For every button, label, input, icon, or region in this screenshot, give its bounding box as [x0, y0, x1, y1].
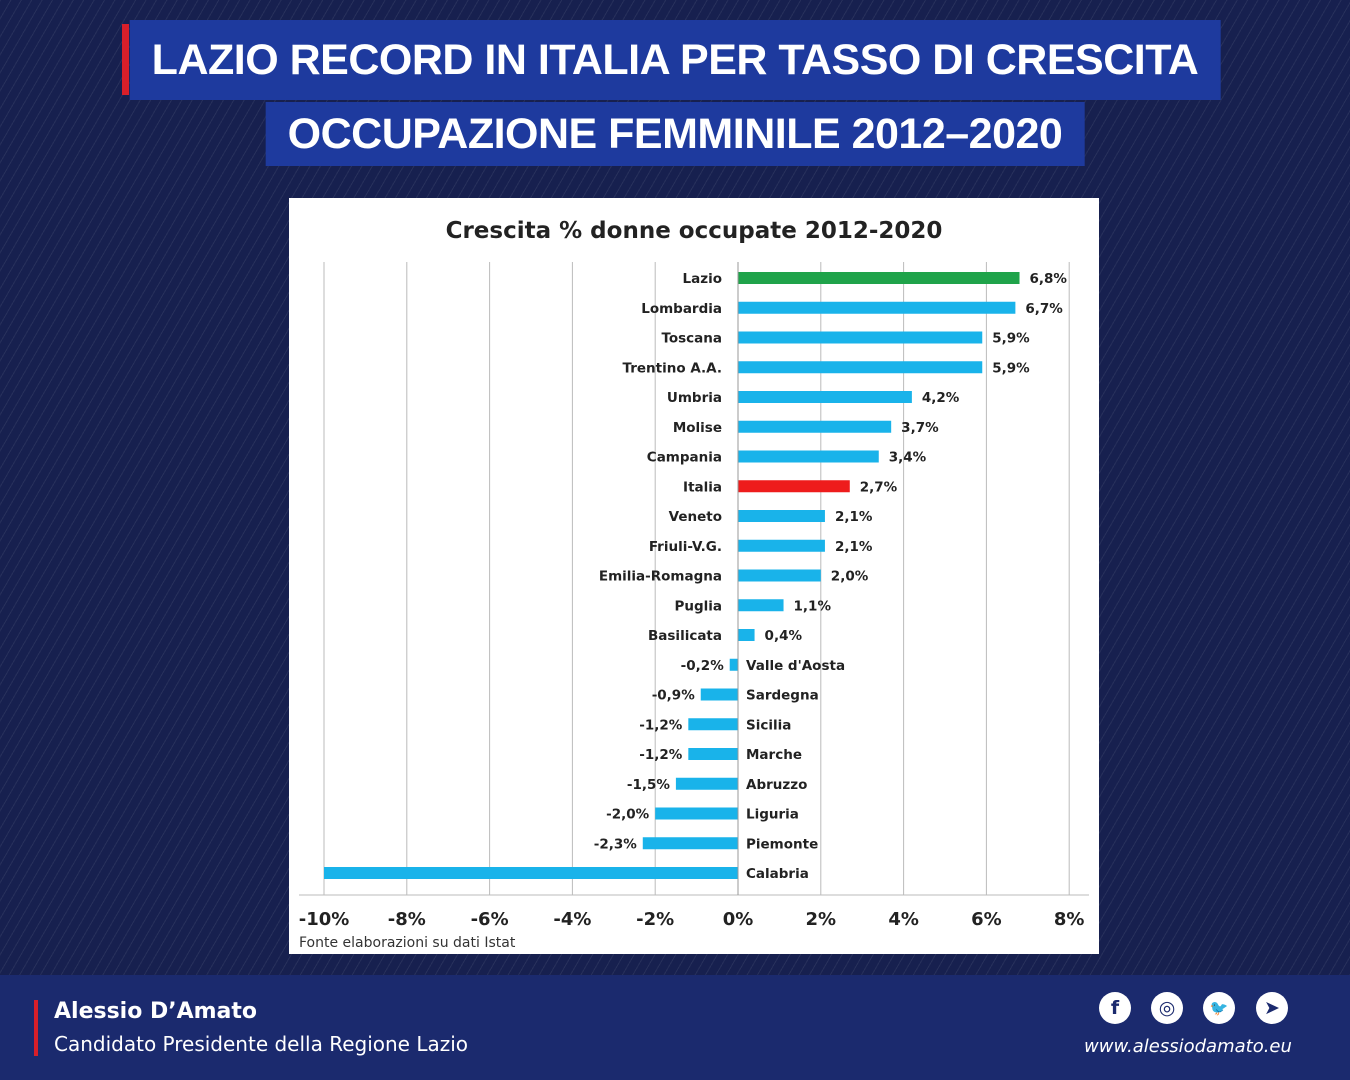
data-label: 1,1%	[794, 598, 832, 614]
category-label: Liguria	[746, 807, 799, 823]
x-tick-label: -2%	[636, 909, 674, 930]
bar-veneto	[738, 510, 825, 522]
category-label: Veneto	[669, 509, 722, 525]
category-label: Campania	[647, 450, 722, 466]
bar-toscana	[738, 331, 983, 344]
data-label: 6,8%	[1030, 271, 1068, 287]
bar-trentino-a-a-	[738, 361, 983, 374]
bar-umbria	[738, 391, 912, 403]
bar-liguria	[655, 807, 738, 820]
data-label: 5,9%	[992, 331, 1030, 347]
title-line-1: LAZIO RECORD IN ITALIA PER TASSO DI CRES…	[129, 20, 1221, 100]
facebook-icon[interactable]: f	[1099, 992, 1131, 1024]
category-label: Emilia-Romagna	[599, 569, 722, 585]
category-label: Calabria	[746, 866, 809, 882]
category-label: Sardegna	[746, 688, 819, 704]
data-label: 2,1%	[835, 539, 873, 555]
title-line-2: OCCUPAZIONE FEMMINILE 2012–2020	[265, 102, 1085, 166]
data-label: 3,4%	[889, 450, 927, 466]
bar-calabria	[324, 867, 738, 879]
category-label: Lombardia	[641, 301, 722, 317]
category-label: Puglia	[674, 598, 722, 614]
x-tick-label: 2%	[806, 909, 837, 930]
category-label: Italia	[683, 479, 722, 495]
instagram-icon[interactable]: ◎	[1151, 992, 1183, 1024]
telegram-icon[interactable]: ➤	[1256, 992, 1288, 1024]
category-label: Toscana	[661, 331, 722, 347]
chart: Crescita % donne occupate 2012-2020 -10% -…	[289, 198, 1099, 954]
data-label: 6,7%	[1025, 301, 1063, 317]
bar-sicilia	[688, 718, 738, 731]
data-label: 2,7%	[860, 479, 898, 495]
bar-campania	[738, 450, 879, 463]
category-label: Valle d'Aosta	[746, 658, 845, 674]
category-label: Piemonte	[746, 836, 818, 852]
twitter-icon[interactable]: 🐦	[1203, 992, 1235, 1024]
data-label: -0,2%	[681, 658, 725, 674]
bar-basilicata	[738, 629, 755, 641]
data-label: -1,2%	[639, 747, 683, 763]
data-label: -1,2%	[639, 717, 683, 733]
footer-accent	[34, 1000, 38, 1056]
x-tick-label: 0%	[723, 909, 754, 930]
category-label: Trentino A.A.	[623, 360, 722, 376]
bar-emilia-romagna	[738, 569, 821, 582]
bar-friuli-v-g-	[738, 539, 825, 552]
chart-title: Crescita % donne occupate 2012-2020	[446, 218, 943, 244]
x-tick-label: -4%	[553, 909, 591, 930]
data-label: -2,0%	[606, 807, 650, 823]
category-label: Friuli-V.G.	[649, 539, 722, 555]
title-accent	[122, 24, 129, 95]
bar-abruzzo	[675, 777, 738, 790]
category-label: Molise	[673, 420, 722, 436]
data-label: -1,5%	[627, 777, 671, 793]
category-label: Marche	[746, 747, 802, 763]
x-tick-label: 6%	[971, 909, 1002, 930]
x-tick-label: -8%	[388, 909, 426, 930]
data-label: 5,9%	[992, 360, 1030, 376]
x-tick-label: 4%	[888, 909, 919, 930]
x-tick-label: -6%	[471, 909, 509, 930]
bar-piemonte	[642, 837, 738, 850]
bar-puglia	[738, 599, 784, 612]
bar-italia	[738, 480, 850, 493]
x-tick-label: -10%	[299, 909, 350, 930]
data-label: 2,1%	[835, 509, 873, 525]
bar-valle-d-aosta	[729, 658, 738, 671]
candidate-name: Alessio D’Amato	[54, 999, 258, 1024]
bar-lombardia	[738, 301, 1016, 314]
bar-marche	[688, 748, 738, 760]
bar-lazio	[738, 272, 1020, 284]
chart-source: Fonte elaborazioni su dati Istat	[299, 935, 516, 951]
bar-molise	[738, 420, 892, 433]
data-label: 0,4%	[765, 628, 803, 644]
data-label: -0,9%	[652, 688, 696, 704]
category-label: Lazio	[683, 271, 722, 287]
data-label: 3,7%	[901, 420, 939, 436]
candidate-role: Candidato Presidente della Regione Lazio	[54, 1032, 469, 1056]
data-label: 2,0%	[831, 569, 869, 585]
category-label: Sicilia	[746, 717, 791, 733]
website-link[interactable]: www.alessiodamato.eu	[1084, 1036, 1292, 1057]
category-label: Basilicata	[648, 628, 722, 644]
footer	[0, 975, 1350, 1080]
category-label: Abruzzo	[746, 777, 807, 793]
data-label: 4,2%	[922, 390, 960, 406]
data-label: -2,3%	[594, 836, 638, 852]
bar-sardegna	[700, 688, 738, 701]
category-label: Umbria	[667, 390, 722, 406]
x-tick-label: 8%	[1054, 909, 1085, 930]
